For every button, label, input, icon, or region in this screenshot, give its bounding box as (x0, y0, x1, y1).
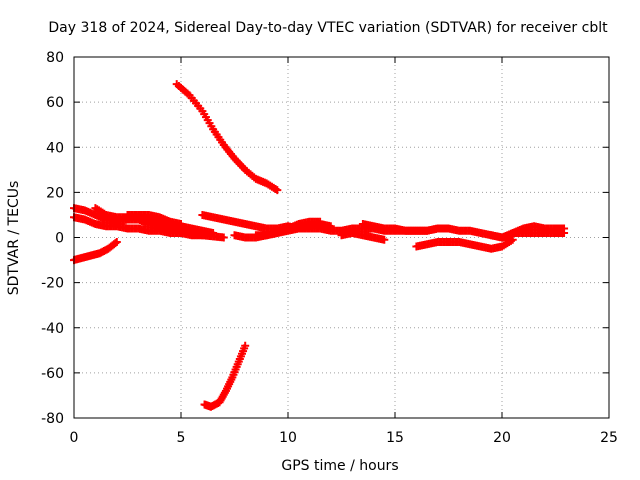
data-point (111, 239, 120, 248)
chart-title: Day 318 of 2024, Sidereal Day-to-day VTE… (48, 20, 608, 36)
series-arc-l (508, 228, 569, 237)
data-point (209, 228, 218, 237)
y-tick-label: 40 (46, 140, 64, 156)
y-tick-label: 0 (55, 231, 64, 247)
y-tick-label: 80 (46, 50, 64, 66)
data-point (380, 235, 389, 244)
series-arc-h (337, 228, 389, 244)
y-tick-label: 60 (46, 95, 64, 111)
y-tick-label: -60 (41, 366, 64, 382)
data-point (560, 228, 569, 237)
series-arc-neg-start (70, 238, 121, 265)
series-arc-j (412, 235, 517, 253)
data-point (219, 233, 228, 242)
axes: 0 5 10 15 20 25 -80 -60 -40 -20 0 20 40 60 80 (41, 50, 618, 446)
data-point (241, 341, 250, 350)
y-axis-label: SDTVAR / TECUs (6, 181, 22, 296)
series-arc-b (70, 213, 207, 240)
data-point (273, 186, 282, 195)
x-tick-label: 10 (279, 430, 297, 446)
data-point (177, 219, 185, 228)
series-arc-d (123, 210, 185, 228)
x-tick-label: 5 (177, 430, 186, 446)
series-arc-i (358, 219, 453, 235)
y-tick-label: -20 (41, 276, 64, 292)
y-tick-label: 20 (46, 185, 64, 201)
data-point (508, 235, 517, 244)
data-point (326, 222, 335, 231)
series-arc-g (251, 217, 325, 240)
x-tick-label: 25 (600, 430, 618, 446)
data-point (112, 238, 121, 247)
series-arc-high (172, 80, 282, 195)
x-tick-label: 0 (70, 430, 79, 446)
x-axis-label: GPS time / hours (281, 458, 398, 474)
y-tick-label: -80 (41, 411, 64, 427)
y-tick-label: -40 (41, 321, 64, 337)
data-point (444, 224, 453, 233)
data-point (316, 217, 325, 226)
series-arc-low (200, 341, 250, 411)
data-layer (70, 80, 569, 411)
x-tick-label: 20 (493, 430, 511, 446)
x-tick-label: 15 (386, 430, 404, 446)
